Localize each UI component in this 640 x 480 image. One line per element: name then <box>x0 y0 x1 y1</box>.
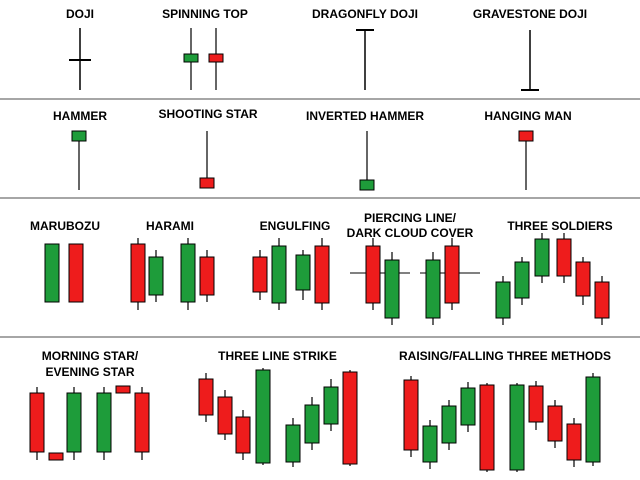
label-gravestone-doji: GRAVESTONE DOJI <box>472 7 588 21</box>
label-morning-star: MORNING STAR/ <box>41 349 139 363</box>
three-methods-bull-2-candle <box>585 373 601 466</box>
three-methods-bull-a-candle <box>422 420 438 469</box>
strike-bear-2-candle <box>217 390 233 440</box>
engulfing-bull-2-candle <box>295 250 311 300</box>
strike-bear-candle <box>342 370 358 466</box>
three-methods-bear-a-candle <box>528 381 544 430</box>
label-three-methods: RAISING/FALLING THREE METHODS <box>398 349 611 363</box>
strike-bear-3-candle <box>235 410 251 460</box>
label-spinning-top: SPINNING TOP <box>162 7 248 21</box>
spinning-top-bull-candle <box>183 28 199 90</box>
harami-bear-2-candle <box>199 250 215 302</box>
three-methods-bear-b-candle <box>547 400 563 448</box>
three-methods-bull-c-candle <box>460 382 476 432</box>
label-doji: DOJI <box>65 7 94 21</box>
soldier-2-candle <box>514 257 530 305</box>
hammer-candle <box>71 130 87 190</box>
label-hanging-man: HANGING MAN <box>484 109 572 123</box>
label-harami: HARAMI <box>146 219 194 233</box>
three-methods-bear-d-candle <box>566 418 582 467</box>
marubozu-bull-candle <box>44 243 60 303</box>
piercing-bull-candle <box>384 252 400 325</box>
strike-bull-3-candle <box>323 379 339 431</box>
morning-star-bull-candle <box>66 387 82 460</box>
morning-star-doji-candle <box>48 452 64 461</box>
strike-bull-1-candle <box>285 418 301 467</box>
crow-2-candle <box>575 257 591 305</box>
label-three-line-strike: THREE LINE STRIKE <box>218 349 337 363</box>
crow-1-candle <box>556 233 572 283</box>
crow-3-candle <box>594 276 610 325</box>
row-divider <box>0 197 640 199</box>
inverted-hammer-candle <box>359 131 375 191</box>
dark-cloud-bear-candle <box>444 238 460 310</box>
label-dark-cloud-cover: DARK CLOUD COVER <box>346 226 474 240</box>
hanging-man-candle <box>518 130 534 190</box>
label-hammer: HAMMER <box>53 109 107 123</box>
engulfing-bull-candle <box>271 238 287 310</box>
shooting-star-candle <box>199 131 215 189</box>
three-methods-bull-1-candle <box>509 383 525 472</box>
label-inverted-hammer: INVERTED HAMMER <box>305 109 424 123</box>
harami-bear-candle <box>130 238 146 310</box>
morning-star-bear-candle <box>29 387 45 460</box>
evening-star-bear-candle <box>134 387 150 460</box>
engulfing-bear-2-candle <box>314 238 330 310</box>
harami-bull-2-candle <box>180 238 196 310</box>
dark-cloud-bull-candle <box>425 252 441 325</box>
row-divider <box>0 336 640 338</box>
label-marubozu: MARUBOZU <box>30 219 100 233</box>
evening-star-bull-candle <box>96 387 112 460</box>
soldier-1-candle <box>495 276 511 325</box>
three-methods-bear-1-candle <box>403 376 419 457</box>
spinning-top-bear-candle <box>208 28 224 90</box>
label-engulfing: ENGULFING <box>259 219 331 233</box>
three-methods-bear-c-candle <box>479 383 495 472</box>
piercing-bear-candle <box>365 238 381 310</box>
evening-star-doji-candle <box>115 385 131 394</box>
strike-bull-2-candle <box>304 397 320 450</box>
row-divider <box>0 98 640 100</box>
three-methods-bull-b-candle <box>441 400 457 450</box>
label-evening-star: EVENING STAR <box>45 365 135 379</box>
label-three-soldiers: THREE SOLDIERS <box>507 219 613 233</box>
marubozu-bear-candle <box>68 243 84 303</box>
harami-bull-candle <box>148 250 164 302</box>
engulfing-bear-candle <box>252 250 268 300</box>
label-piercing-line: PIERCING LINE/ <box>363 211 456 225</box>
strike-bull-candle <box>255 368 271 465</box>
strike-bear-1-candle <box>198 373 214 422</box>
soldier-3-candle <box>534 233 550 283</box>
label-dragonfly-doji: DRAGONFLY DOJI <box>311 7 419 21</box>
label-shooting-star: SHOOTING STAR <box>158 107 258 121</box>
